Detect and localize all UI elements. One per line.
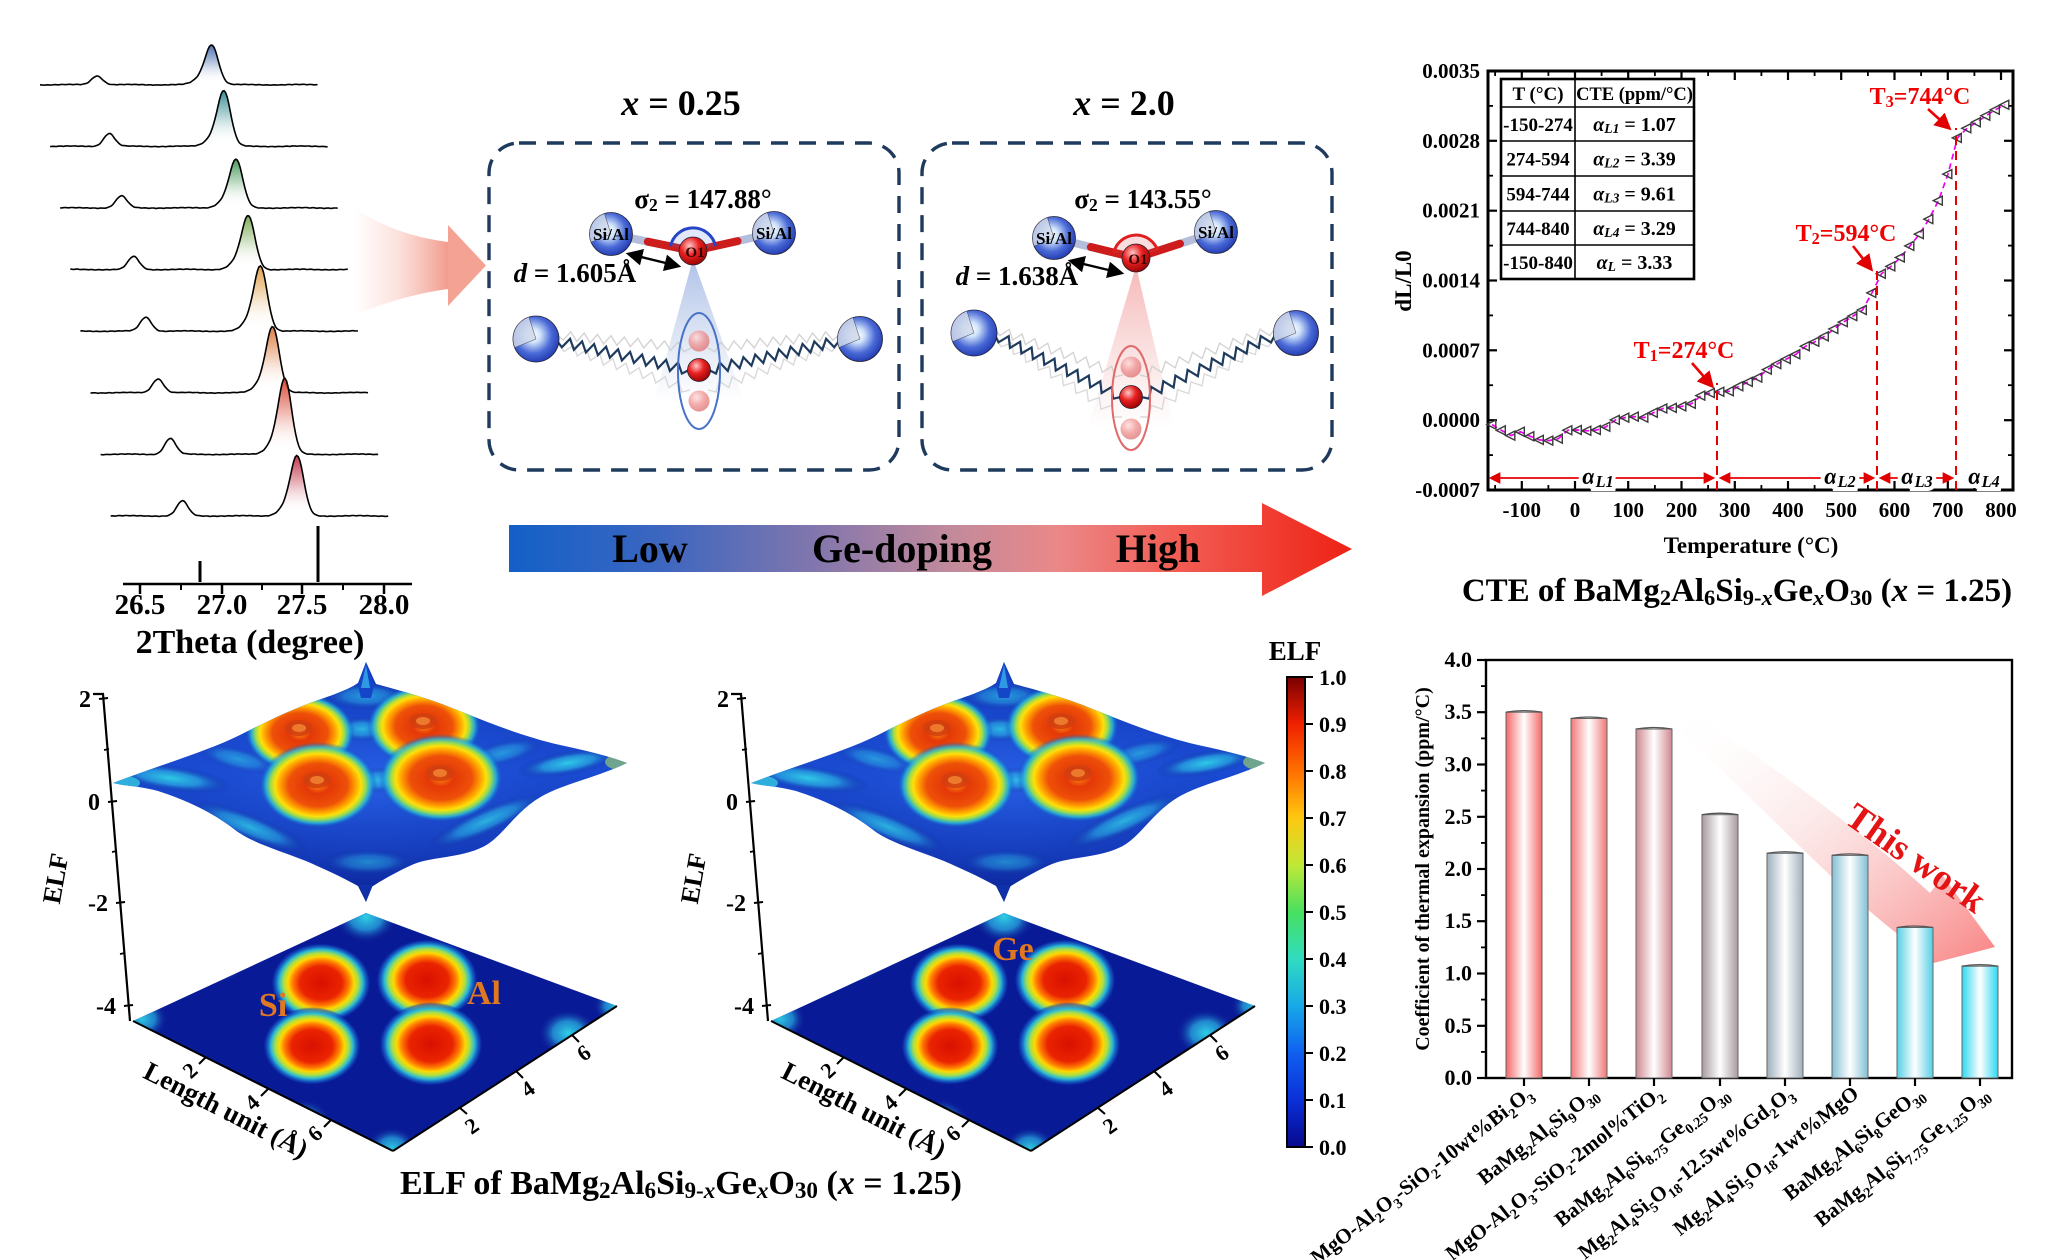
svg-text:αL3: αL3: [1901, 464, 1932, 491]
svg-text:Low: Low: [612, 526, 688, 571]
svg-text:27.0: 27.0: [197, 589, 248, 621]
svg-text:28.0: 28.0: [359, 589, 410, 621]
svg-text:3.0: 3.0: [1445, 752, 1473, 777]
svg-text:ELF: ELF: [37, 851, 74, 906]
svg-text:4.0: 4.0: [1445, 647, 1473, 672]
svg-text:T1=274°C: T1=274°C: [1634, 338, 1735, 365]
svg-text:1.0: 1.0: [1319, 665, 1347, 690]
svg-text:2.5: 2.5: [1445, 804, 1473, 829]
svg-text:0.0014: 0.0014: [1422, 269, 1480, 293]
svg-text:αL4: αL4: [1968, 464, 1999, 491]
svg-text:dL/L0: dL/L0: [1391, 250, 1416, 311]
svg-text:0.0000: 0.0000: [1422, 408, 1480, 432]
svg-text:0.5: 0.5: [1445, 1013, 1473, 1038]
svg-text:2: 2: [79, 687, 91, 713]
svg-text:274-594: 274-594: [1506, 150, 1570, 171]
svg-text:300: 300: [1719, 498, 1751, 522]
svg-text:-100: -100: [1503, 498, 1542, 522]
svg-text:High: High: [1116, 526, 1200, 571]
svg-text:6: 6: [572, 1039, 595, 1066]
svg-text:2: 2: [717, 687, 729, 713]
svg-text:0: 0: [726, 790, 738, 816]
svg-text:744-840: 744-840: [1506, 219, 1569, 240]
svg-text:Si/Al: Si/Al: [593, 225, 629, 244]
svg-text:2: 2: [460, 1112, 483, 1139]
svg-text:0.9: 0.9: [1319, 712, 1347, 737]
svg-text:T3=744°C: T3=744°C: [1870, 84, 1971, 111]
svg-text:200: 200: [1666, 498, 1698, 522]
svg-text:-4: -4: [96, 994, 116, 1020]
svg-text:Temperature (°C): Temperature (°C): [1664, 533, 1839, 558]
svg-text:x = 2.0: x = 2.0: [1072, 83, 1175, 123]
svg-text:0.5: 0.5: [1319, 900, 1347, 925]
svg-text:O1: O1: [685, 245, 704, 261]
svg-text:700: 700: [1932, 498, 1964, 522]
svg-text:αL = 3.33: αL = 3.33: [1597, 252, 1673, 274]
svg-text:Si/Al: Si/Al: [756, 224, 792, 243]
svg-text:0.6: 0.6: [1319, 853, 1347, 878]
svg-text:0.0028: 0.0028: [1422, 129, 1480, 153]
svg-text:0.1: 0.1: [1319, 1088, 1347, 1113]
svg-text:-150-274: -150-274: [1503, 115, 1573, 136]
svg-text:27.5: 27.5: [277, 589, 328, 621]
svg-text:0.4: 0.4: [1319, 947, 1347, 972]
svg-text:-4: -4: [734, 994, 754, 1020]
svg-text:Ge: Ge: [992, 931, 1034, 968]
svg-text:Coefficient of thermal expansi: Coefficient of thermal expansion (ppm/°C…: [1412, 687, 1434, 1051]
svg-text:-150-840: -150-840: [1503, 253, 1573, 274]
svg-text:0.2: 0.2: [1319, 1041, 1347, 1066]
svg-text:600: 600: [1879, 498, 1911, 522]
svg-text:αL2: αL2: [1824, 464, 1855, 491]
svg-text:x = 0.25: x = 0.25: [620, 83, 741, 123]
svg-text:3.5: 3.5: [1445, 699, 1473, 724]
svg-text:4: 4: [516, 1075, 539, 1102]
svg-text:CTE (ppm/°C): CTE (ppm/°C): [1576, 85, 1693, 105]
svg-text:-2: -2: [88, 891, 108, 917]
svg-text:ELF: ELF: [1269, 636, 1322, 666]
svg-text:σ2 = 143.55°: σ2 = 143.55°: [1074, 184, 1211, 215]
svg-text:d = 1.638Å: d = 1.638Å: [956, 261, 1079, 291]
svg-text:0.0035: 0.0035: [1422, 59, 1480, 83]
svg-text:26.5: 26.5: [115, 589, 166, 621]
svg-text:2: 2: [1098, 1112, 1121, 1139]
svg-text:Ge-doping: Ge-doping: [812, 526, 992, 571]
svg-text:σ2 = 147.88°: σ2 = 147.88°: [634, 184, 771, 215]
svg-text:αL1: αL1: [1582, 464, 1613, 491]
svg-text:T (°C): T (°C): [1512, 84, 1563, 105]
svg-text:1.0: 1.0: [1445, 961, 1473, 986]
svg-text:400: 400: [1772, 498, 1804, 522]
svg-text:100: 100: [1612, 498, 1644, 522]
svg-text:T2=594°C: T2=594°C: [1796, 221, 1897, 248]
svg-text:4: 4: [1154, 1075, 1177, 1102]
svg-text:594-744: 594-744: [1506, 185, 1570, 206]
svg-text:0.0021: 0.0021: [1422, 199, 1480, 223]
svg-text:0.0007: 0.0007: [1422, 338, 1480, 362]
svg-text:0.8: 0.8: [1319, 759, 1347, 784]
svg-text:ELF of BaMg2Al6Si9-xGexO30 (x: ELF of BaMg2Al6Si9-xGexO30 (x = 1.25): [400, 1165, 962, 1204]
svg-text:0.7: 0.7: [1319, 806, 1347, 831]
svg-text:0: 0: [1570, 498, 1581, 522]
svg-text:800: 800: [1985, 498, 2017, 522]
svg-text:Al: Al: [467, 975, 501, 1012]
svg-text:CTE of BaMg2Al6Si9-xGexO30 (x: CTE of BaMg2Al6Si9-xGexO30 (x = 1.25): [1462, 573, 2012, 610]
svg-text:Si/Al: Si/Al: [1036, 229, 1072, 248]
svg-text:Si/Al: Si/Al: [1198, 223, 1234, 242]
svg-text:0.3: 0.3: [1319, 994, 1347, 1019]
svg-text:Si: Si: [259, 987, 287, 1024]
svg-text:2Theta (degree): 2Theta (degree): [136, 624, 365, 661]
svg-text:0: 0: [88, 790, 100, 816]
svg-text:2.0: 2.0: [1445, 856, 1473, 881]
svg-text:1.5: 1.5: [1445, 908, 1473, 933]
svg-text:ELF: ELF: [675, 851, 712, 906]
svg-text:-0.0007: -0.0007: [1415, 478, 1480, 502]
svg-text:d = 1.605Å: d = 1.605Å: [514, 258, 637, 288]
svg-text:0.0: 0.0: [1445, 1065, 1473, 1090]
svg-text:6: 6: [1210, 1039, 1233, 1066]
svg-text:O1: O1: [1128, 252, 1147, 268]
svg-text:500: 500: [1825, 498, 1857, 522]
svg-text:0.0: 0.0: [1319, 1135, 1347, 1160]
svg-text:-2: -2: [726, 891, 746, 917]
